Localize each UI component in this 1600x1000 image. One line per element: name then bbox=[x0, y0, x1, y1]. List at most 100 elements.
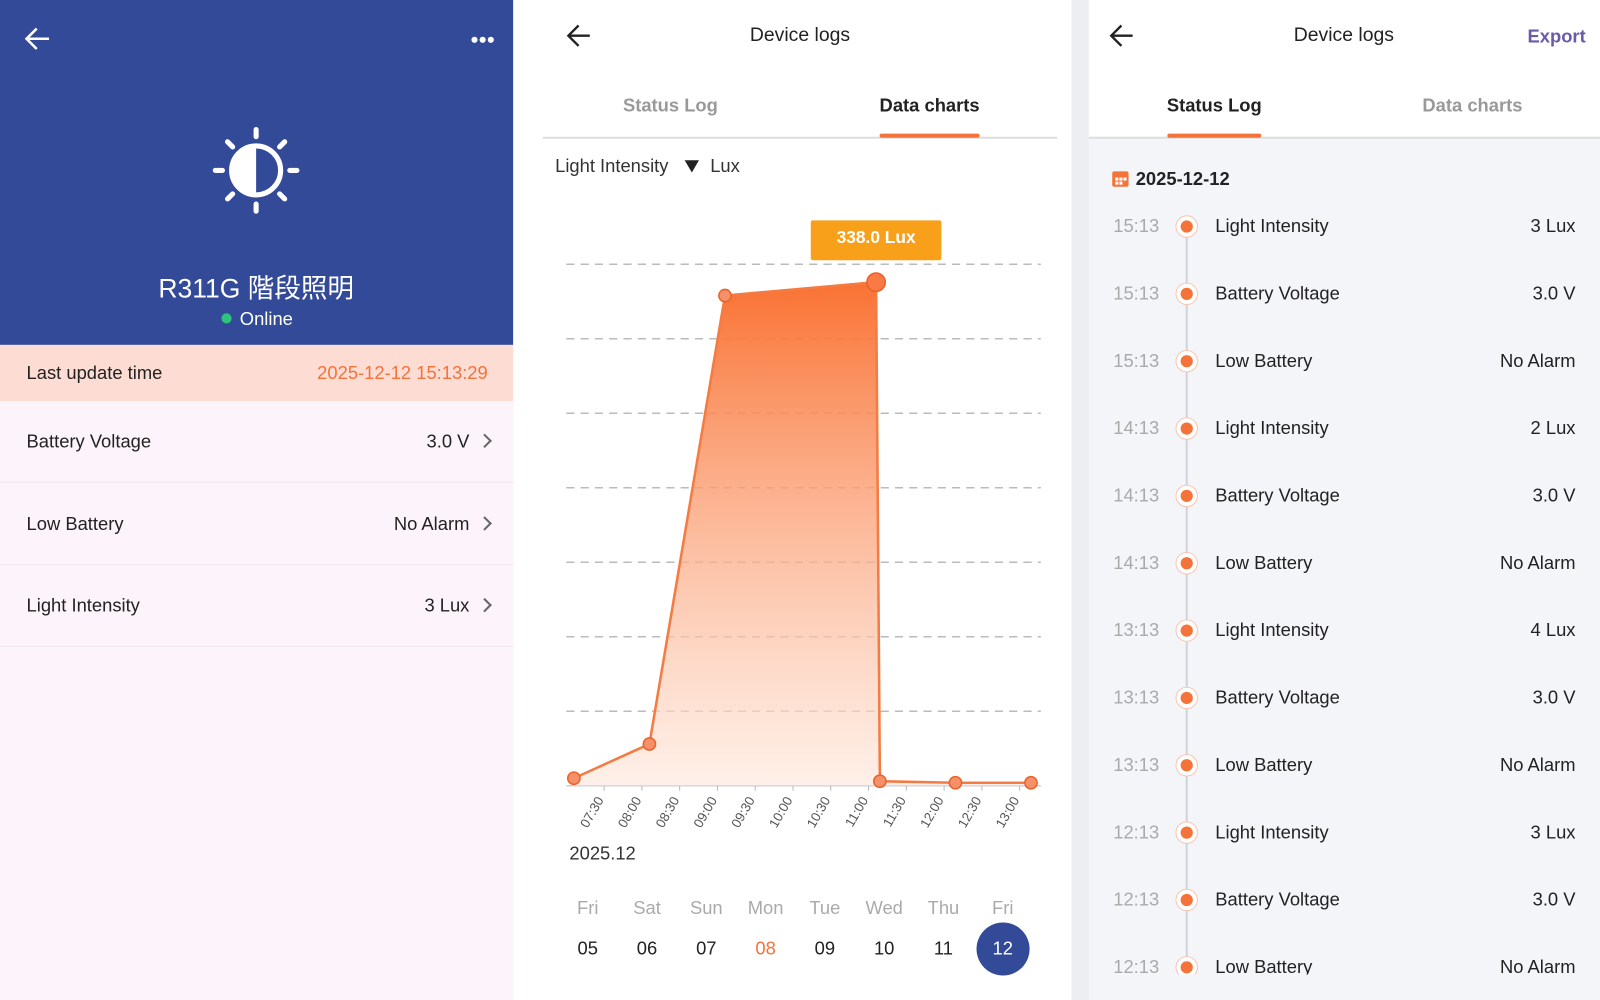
weekday-label: Sun bbox=[689, 897, 723, 918]
header-icons bbox=[24, 27, 494, 324]
day-number[interactable]: 08 bbox=[755, 938, 776, 959]
tooltip-label: 338.0 Lux bbox=[837, 227, 916, 247]
sun-icon bbox=[212, 127, 300, 214]
day-number[interactable]: 05 bbox=[577, 938, 598, 959]
x-tick-label: 12:00 bbox=[917, 794, 947, 830]
area-fill bbox=[573, 282, 1031, 786]
log-value: 3.0 V bbox=[1532, 687, 1576, 708]
log-name: Light Intensity bbox=[1215, 417, 1329, 439]
metric-selector[interactable]: Light Intensity bbox=[555, 155, 669, 177]
more-button[interactable] bbox=[471, 36, 494, 43]
log-value: 3 Lux bbox=[1530, 215, 1576, 237]
log-dot-center bbox=[1180, 287, 1193, 300]
log-time: 14:13 bbox=[1113, 485, 1160, 506]
weekday-label: Tue bbox=[809, 897, 841, 918]
log-value: 3.0 V bbox=[1532, 889, 1576, 910]
property-value: 3.0 V bbox=[426, 431, 470, 452]
log-name: Low Battery bbox=[1215, 754, 1313, 775]
point bbox=[718, 288, 732, 303]
log-dot-center bbox=[1180, 422, 1193, 435]
weekday-label: Wed bbox=[865, 897, 903, 918]
timeline bbox=[1185, 224, 1188, 975]
tab[interactable]: Data charts bbox=[1422, 95, 1523, 116]
last-update-row bbox=[0, 344, 514, 402]
log-name: Low Battery bbox=[1215, 552, 1313, 573]
log-value: 4 Lux bbox=[1530, 619, 1576, 641]
log-value: 2 Lux bbox=[1530, 417, 1576, 439]
log-name: Light Intensity bbox=[1215, 215, 1329, 237]
log-dot-center bbox=[1180, 624, 1193, 637]
page-title: Device logs bbox=[749, 24, 851, 46]
property-row[interactable] bbox=[0, 565, 514, 647]
log-dot-center bbox=[1180, 557, 1193, 570]
day-number[interactable]: 10 bbox=[873, 938, 895, 959]
day-number[interactable]: 12 bbox=[992, 938, 1013, 959]
x-tick-label: 08:00 bbox=[615, 794, 645, 830]
x-tick-label: 09:00 bbox=[690, 794, 720, 830]
tab[interactable]: Status Log bbox=[1166, 95, 1262, 116]
log-name: Low Battery bbox=[1215, 350, 1313, 371]
point bbox=[1024, 775, 1038, 790]
log-name: Light Intensity bbox=[1215, 821, 1329, 843]
device-title: R311G 階段照明 bbox=[158, 272, 354, 304]
metric-unit: Lux bbox=[710, 155, 740, 177]
page-title: Device logs bbox=[1293, 24, 1394, 46]
log-name: Low Battery bbox=[1215, 956, 1313, 975]
log-header bbox=[1088, 0, 1600, 138]
log-value: No Alarm bbox=[1499, 350, 1576, 371]
point bbox=[872, 774, 887, 789]
dropdown-icon[interactable] bbox=[684, 158, 700, 174]
log-time: 15:13 bbox=[1113, 350, 1160, 371]
day-number[interactable]: 07 bbox=[696, 938, 717, 959]
property-label: Battery Voltage bbox=[26, 431, 152, 452]
tab-indicator bbox=[879, 133, 980, 138]
property-value: No Alarm bbox=[393, 513, 470, 534]
export-button[interactable]: Export bbox=[1527, 26, 1586, 47]
log-time: 12:13 bbox=[1113, 956, 1160, 975]
x-tick-label: 13:00 bbox=[993, 794, 1023, 830]
property-row[interactable] bbox=[0, 401, 514, 483]
back-button[interactable] bbox=[24, 27, 49, 50]
weekday-label: Fri bbox=[992, 897, 1014, 918]
x-tick-label: 07:30 bbox=[577, 794, 607, 830]
day-number[interactable]: 06 bbox=[636, 938, 658, 959]
point bbox=[566, 771, 581, 786]
log-dot-center bbox=[1180, 961, 1193, 974]
x-tick-label: 10:30 bbox=[804, 794, 834, 830]
property-label: Low Battery bbox=[26, 513, 124, 534]
log-name: Battery Voltage bbox=[1215, 485, 1340, 506]
log-time: 12:13 bbox=[1113, 889, 1160, 910]
day-number[interactable]: 09 bbox=[814, 938, 836, 959]
log-dot-center bbox=[1180, 893, 1193, 907]
log-name: Battery Voltage bbox=[1215, 889, 1340, 910]
x-tick-label: 09:30 bbox=[728, 794, 758, 830]
weekday-label: Sat bbox=[633, 897, 661, 918]
property-row[interactable] bbox=[0, 483, 514, 565]
log-time: 14:13 bbox=[1113, 552, 1160, 573]
weekday-label: Thu bbox=[927, 897, 960, 918]
tooltip-box bbox=[810, 220, 942, 261]
weekday-label: Fri bbox=[577, 897, 599, 918]
back-button[interactable] bbox=[1109, 24, 1133, 47]
x-tick-label: 12:30 bbox=[955, 794, 985, 830]
selected-day bbox=[976, 922, 1030, 976]
tab[interactable]: Data charts bbox=[879, 95, 980, 116]
property-value: 3 Lux bbox=[424, 595, 470, 616]
point bbox=[642, 737, 657, 751]
status-dot bbox=[221, 313, 232, 324]
log-dot-center bbox=[1180, 489, 1193, 503]
log-name: Battery Voltage bbox=[1215, 687, 1340, 708]
point bbox=[948, 775, 963, 790]
tab[interactable]: Status Log bbox=[622, 95, 718, 116]
back-button[interactable] bbox=[566, 24, 590, 47]
log-date: 2025-12-12 bbox=[1135, 168, 1230, 190]
log-time: 12:13 bbox=[1113, 821, 1160, 843]
calendar-icon bbox=[1112, 171, 1129, 187]
log-dot-center bbox=[1180, 759, 1193, 772]
log-dot-center bbox=[1180, 826, 1193, 839]
x-tick-label: 08:30 bbox=[653, 794, 683, 830]
log-name: Battery Voltage bbox=[1215, 283, 1340, 304]
day-number[interactable]: 11 bbox=[933, 938, 953, 959]
